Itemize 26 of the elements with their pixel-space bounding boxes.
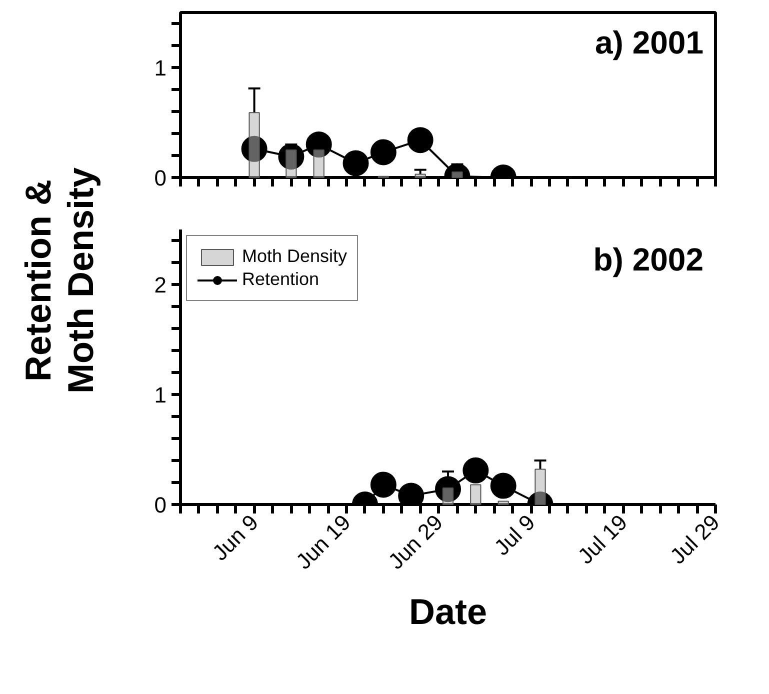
x-tick-label: Jul 29 xyxy=(665,510,724,569)
chart-title: b) 2002 xyxy=(593,242,704,278)
bar xyxy=(248,112,260,178)
chart-title: a) 2001 xyxy=(594,24,704,60)
bar xyxy=(498,500,509,505)
bar xyxy=(286,150,297,178)
x-tick-label: Jun 9 xyxy=(207,510,264,566)
bar xyxy=(442,488,454,505)
x-tick-label: Jul 9 xyxy=(489,510,540,560)
legend-label: Moth Density xyxy=(242,246,348,267)
bar xyxy=(313,150,324,178)
y-tick-label: 2 xyxy=(154,272,167,298)
y-tick-label: 0 xyxy=(154,166,167,190)
bar xyxy=(452,172,463,178)
x-tick-label: Jul 19 xyxy=(572,510,632,569)
y-tick-label: 1 xyxy=(154,56,167,80)
x-tick-label: Jun 19 xyxy=(290,510,356,574)
y-axis-title: Retention & Moth Density xyxy=(18,167,101,394)
bar xyxy=(534,468,546,505)
bar xyxy=(414,174,426,178)
y-tick-label: 1 xyxy=(154,382,167,408)
x-tick-label: Jun 29 xyxy=(383,510,448,574)
bar xyxy=(470,484,482,505)
x-axis-title: Date xyxy=(408,590,488,632)
legend-label: Retention xyxy=(242,269,320,290)
y-tick-label: 0 xyxy=(154,492,167,518)
